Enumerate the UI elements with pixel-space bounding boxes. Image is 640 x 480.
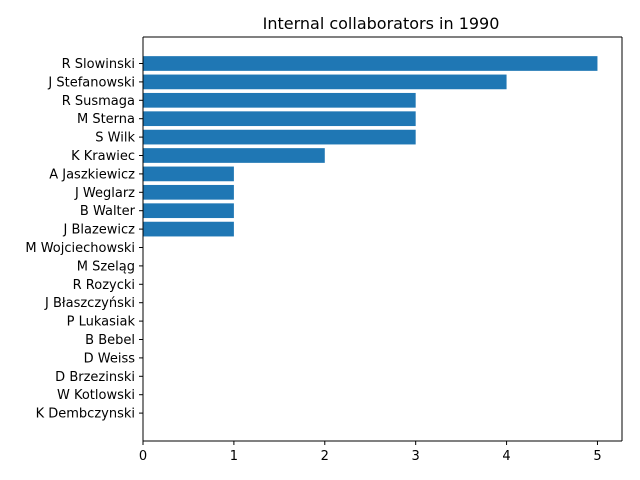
x-axis-ticks: 0 1 2 3 4 5 <box>139 441 602 464</box>
y-tick-label-b-walter: B Walter <box>80 204 136 219</box>
chart-title: Internal collaborators in 1990 <box>263 14 500 33</box>
y-tick-label-r-slowinski: R Slowinski <box>62 57 135 72</box>
y-tick-label-p-lukasiak: P Lukasiak <box>67 315 136 330</box>
x-tick-label-2: 2 <box>321 449 329 464</box>
y-tick-label-j-weglarz: J Weglarz <box>74 186 135 201</box>
y-tick-label-j-b-aszczy-ski: J Błaszczyński <box>44 296 135 311</box>
y-tick-label-m-wojciechowski: M Wojciechowski <box>25 241 135 256</box>
y-tick-label-a-jaszkiewicz: A Jaszkiewicz <box>49 167 135 182</box>
axes-frame <box>142 36 623 442</box>
bar-j-blazewicz <box>143 221 234 237</box>
y-tick-label-r-susmaga: R Susmaga <box>62 94 135 109</box>
y-tick-label-k-krawiec: K Krawiec <box>71 149 135 164</box>
y-tick-label-j-blazewicz: J Blazewicz <box>63 223 136 238</box>
y-tick-label-j-stefanowski: J Stefanowski <box>47 75 135 90</box>
y-tick-label-d-weiss: D Weiss <box>84 351 136 366</box>
y-tick-label-b-bebel: B Bebel <box>85 333 135 348</box>
x-tick-label-3: 3 <box>412 449 420 464</box>
bar-j-weglarz <box>143 184 234 200</box>
x-tick-label-1: 1 <box>230 449 238 464</box>
y-tick-label-w-kotlowski: W Kotlowski <box>57 388 135 403</box>
bar-s-wilk <box>143 129 416 145</box>
y-tick-label-k-dembczynski: K Dembczynski <box>36 407 135 422</box>
bar-m-sterna <box>143 111 416 127</box>
x-tick-label-5: 5 <box>593 449 601 464</box>
x-tick-label-0: 0 <box>139 449 147 464</box>
bar-k-krawiec <box>143 148 325 163</box>
bar-b-walter <box>143 203 234 219</box>
bars-group <box>143 56 598 237</box>
bar-r-slowinski <box>143 56 598 71</box>
bar-j-stefanowski <box>143 74 507 90</box>
bar-a-jaszkiewicz <box>143 166 234 182</box>
y-tick-label-s-wilk: S Wilk <box>95 131 135 146</box>
y-tick-label-r-rozycki: R Rozycki <box>73 278 135 293</box>
y-tick-label-m-sterna: M Sterna <box>77 112 135 127</box>
y-axis-ticks: R Slowinski J Stefanowski R Susmaga M Stern… <box>25 57 143 422</box>
x-tick-label-4: 4 <box>502 449 510 464</box>
y-tick-label-d-brzezinski: D Brzezinski <box>55 370 135 385</box>
y-tick-label-m-szel-g: M Szeląg <box>77 259 135 274</box>
bar-r-susmaga <box>143 92 416 108</box>
